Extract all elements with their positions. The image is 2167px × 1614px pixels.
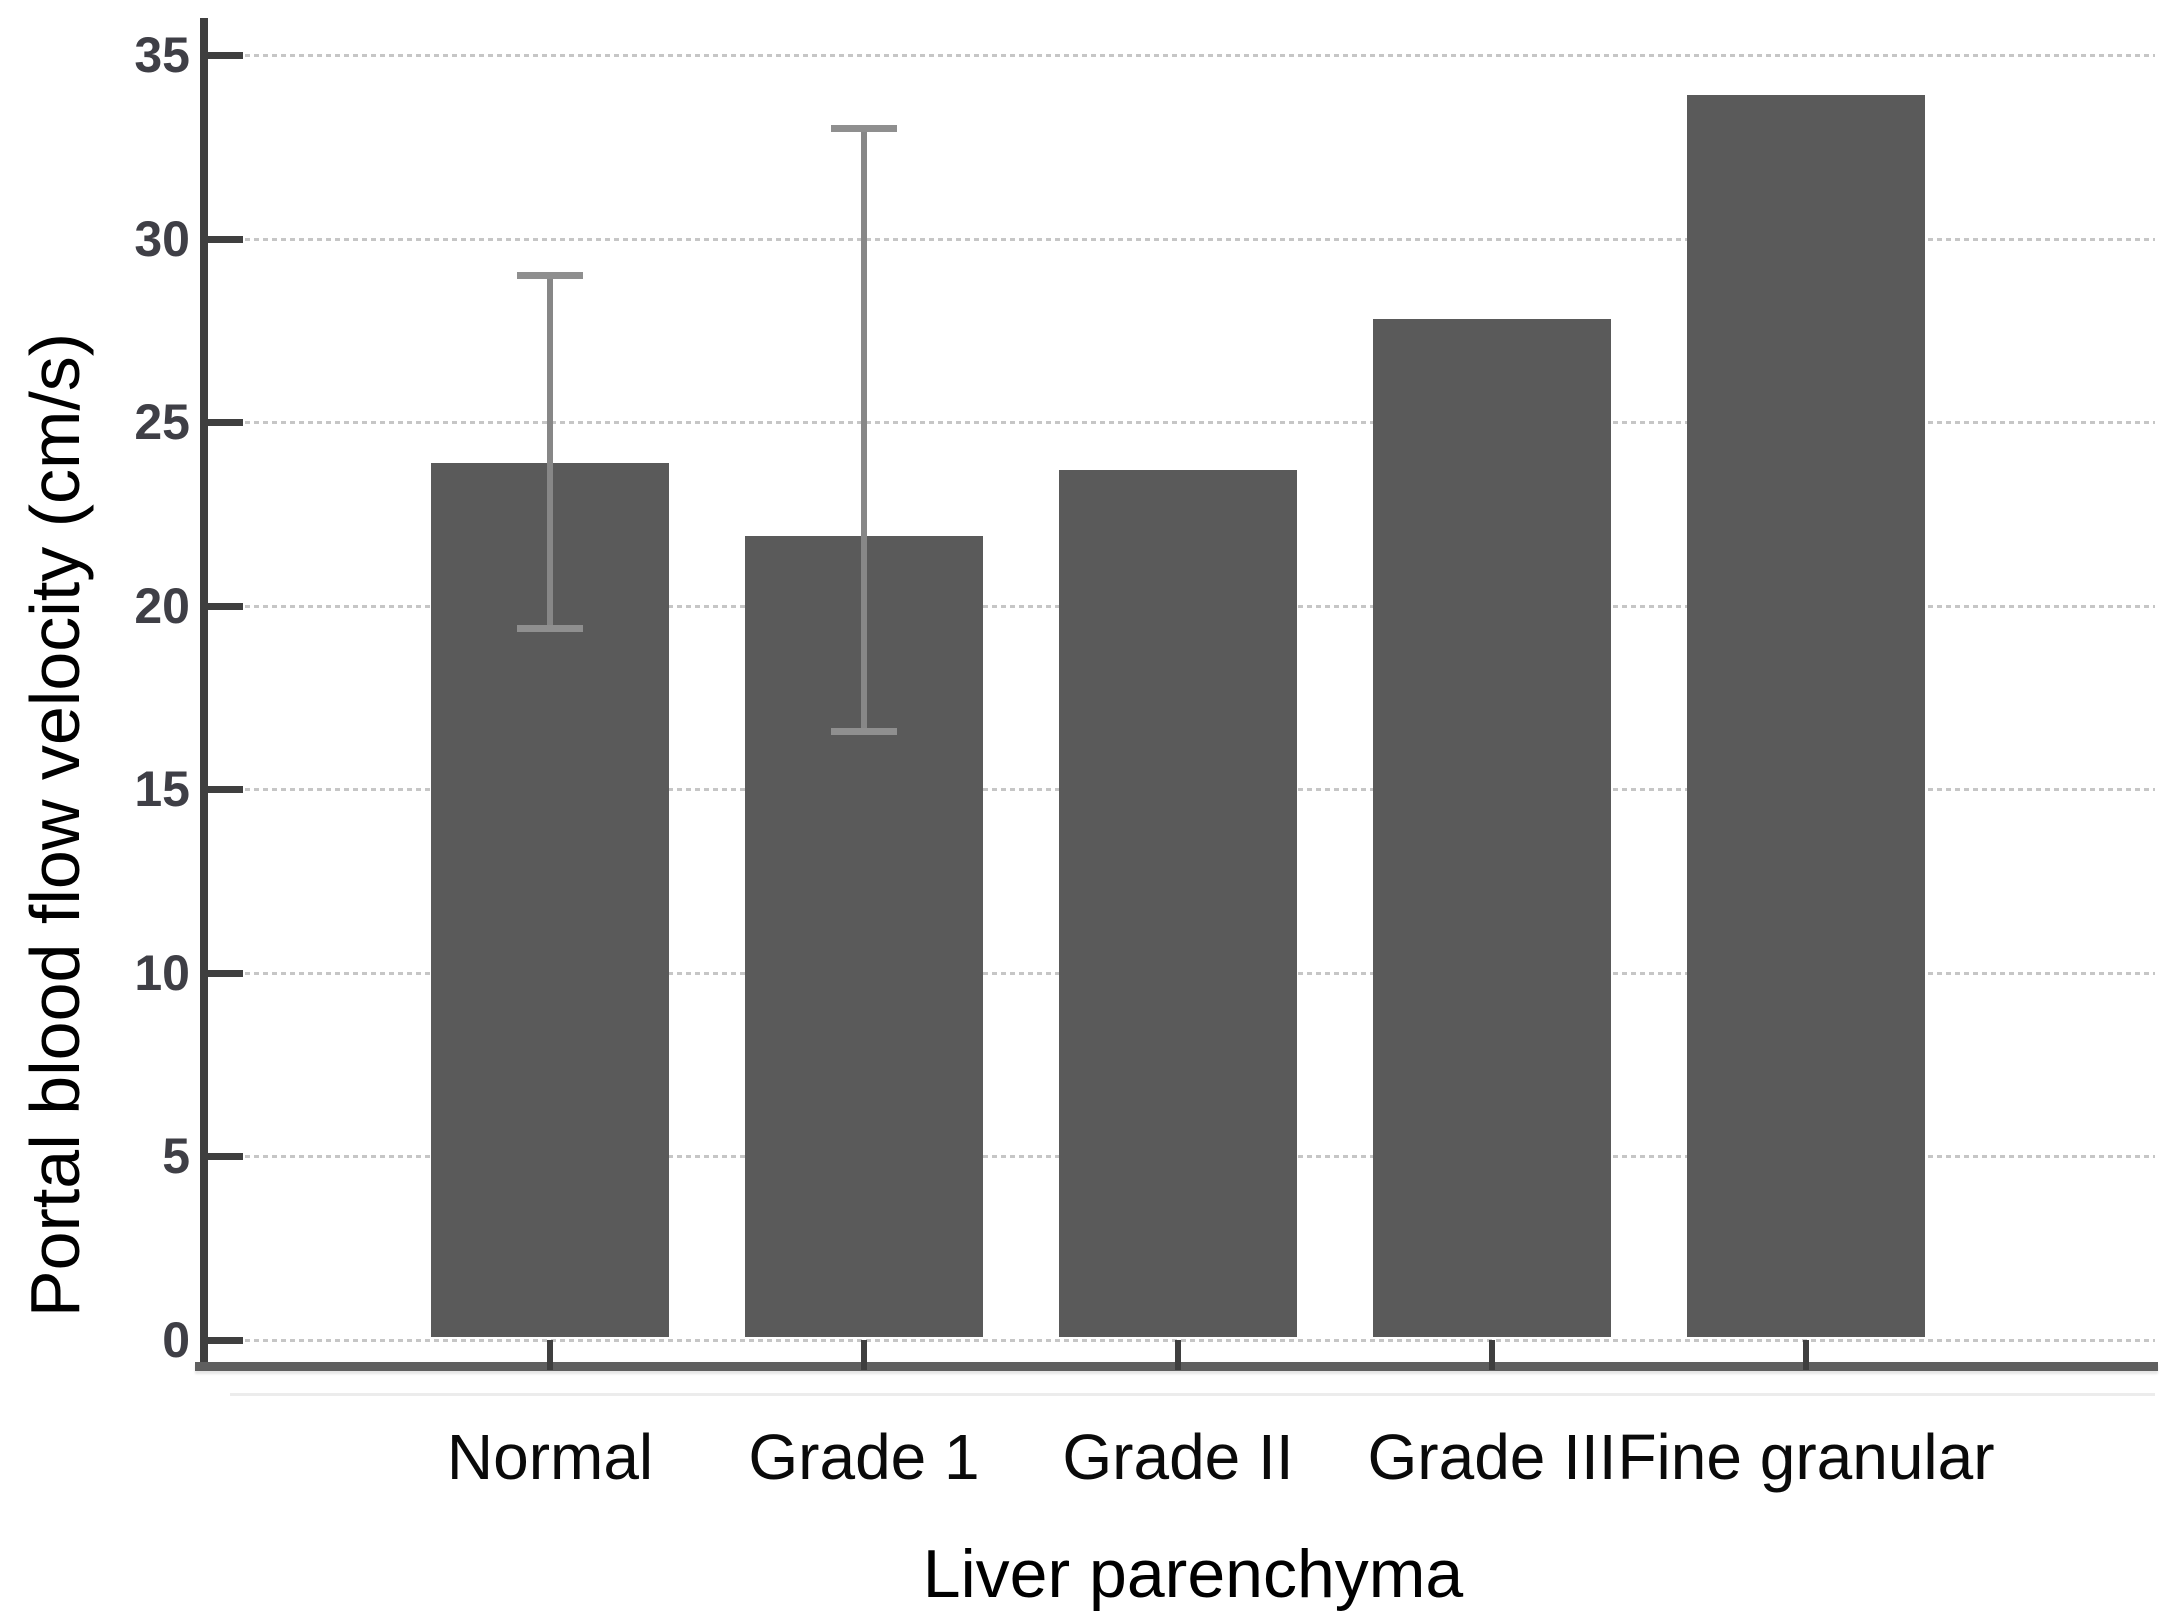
gridline	[245, 54, 2155, 57]
x-tick-mark	[1175, 1340, 1181, 1370]
error-bar-line	[861, 128, 867, 731]
gridline	[245, 237, 2155, 241]
category-label: Grade 1	[748, 1421, 980, 1493]
y-tick-mark	[203, 1153, 243, 1161]
category-label: Grade II	[1062, 1421, 1294, 1493]
category-label: Normal	[446, 1421, 654, 1493]
y-axis-title: Portal blood flow velocity (cm/s)	[16, 332, 94, 1318]
bar-fine-granular	[1687, 95, 1925, 1337]
error-bar-cap-bottom	[517, 624, 583, 632]
bar-grade-iii	[1373, 319, 1611, 1337]
error-bar-cap-bottom	[831, 727, 897, 735]
error-bar-cap-top	[831, 125, 897, 133]
y-tick-mark	[203, 235, 243, 243]
y-tick-mark	[203, 1337, 243, 1344]
y-tick-label: 35	[134, 27, 190, 83]
gridline	[245, 1339, 2155, 1342]
y-tick-label: 30	[134, 210, 190, 267]
x-tick-mark	[861, 1340, 867, 1370]
x-axis-title: Liver parenchyma	[922, 1536, 1464, 1612]
y-tick-mark	[203, 602, 243, 610]
error-bar-line	[547, 275, 553, 628]
y-axis-spine	[200, 18, 208, 1371]
y-tick-mark	[203, 786, 243, 794]
category-label: Fine granular	[1617, 1421, 1995, 1493]
y-tick-mark	[203, 419, 243, 427]
y-tick-label: 25	[134, 394, 190, 451]
y-tick-label: 20	[134, 577, 190, 634]
gridline	[245, 421, 2155, 425]
y-tick-label: 15	[134, 761, 190, 818]
category-label: Grade III	[1367, 1421, 1617, 1493]
y-tick-label: 10	[134, 944, 190, 1001]
axis-shadow-line	[230, 1393, 2155, 1396]
y-tick-mark	[203, 52, 243, 59]
y-tick-label: 5	[162, 1128, 190, 1185]
y-tick-label: 0	[162, 1312, 190, 1368]
error-bar-cap-top	[517, 272, 583, 280]
y-tick-mark	[203, 969, 243, 977]
bar-grade-ii	[1059, 469, 1297, 1337]
x-tick-mark	[1489, 1340, 1495, 1370]
x-tick-mark	[547, 1340, 553, 1370]
x-tick-mark	[1803, 1340, 1809, 1370]
